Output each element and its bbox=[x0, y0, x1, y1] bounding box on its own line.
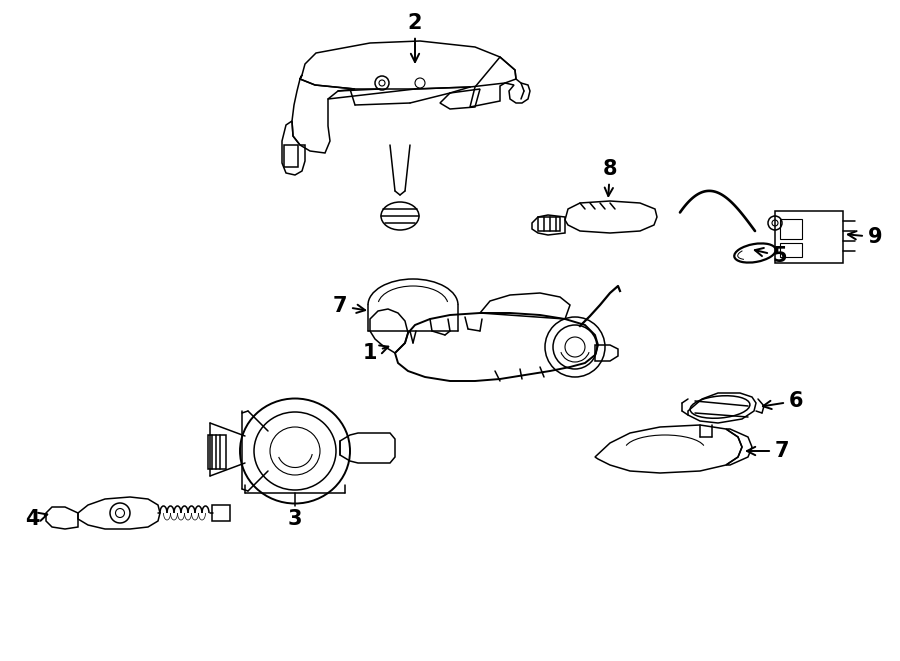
Bar bbox=[775, 211, 843, 263]
Text: 3: 3 bbox=[288, 509, 302, 529]
Text: 9: 9 bbox=[848, 227, 882, 247]
Text: 5: 5 bbox=[755, 246, 788, 266]
Text: 2: 2 bbox=[408, 13, 422, 62]
Text: 1: 1 bbox=[363, 343, 388, 363]
Bar bbox=[208, 435, 226, 469]
Bar bbox=[780, 219, 802, 239]
Bar bbox=[780, 243, 802, 257]
Bar bbox=[212, 505, 230, 521]
Text: 7: 7 bbox=[333, 296, 365, 316]
Bar bbox=[284, 145, 298, 167]
Bar bbox=[538, 217, 560, 231]
Text: 8: 8 bbox=[603, 159, 617, 196]
Text: 6: 6 bbox=[763, 391, 803, 411]
Text: 7: 7 bbox=[747, 441, 789, 461]
Text: 4: 4 bbox=[25, 509, 48, 529]
